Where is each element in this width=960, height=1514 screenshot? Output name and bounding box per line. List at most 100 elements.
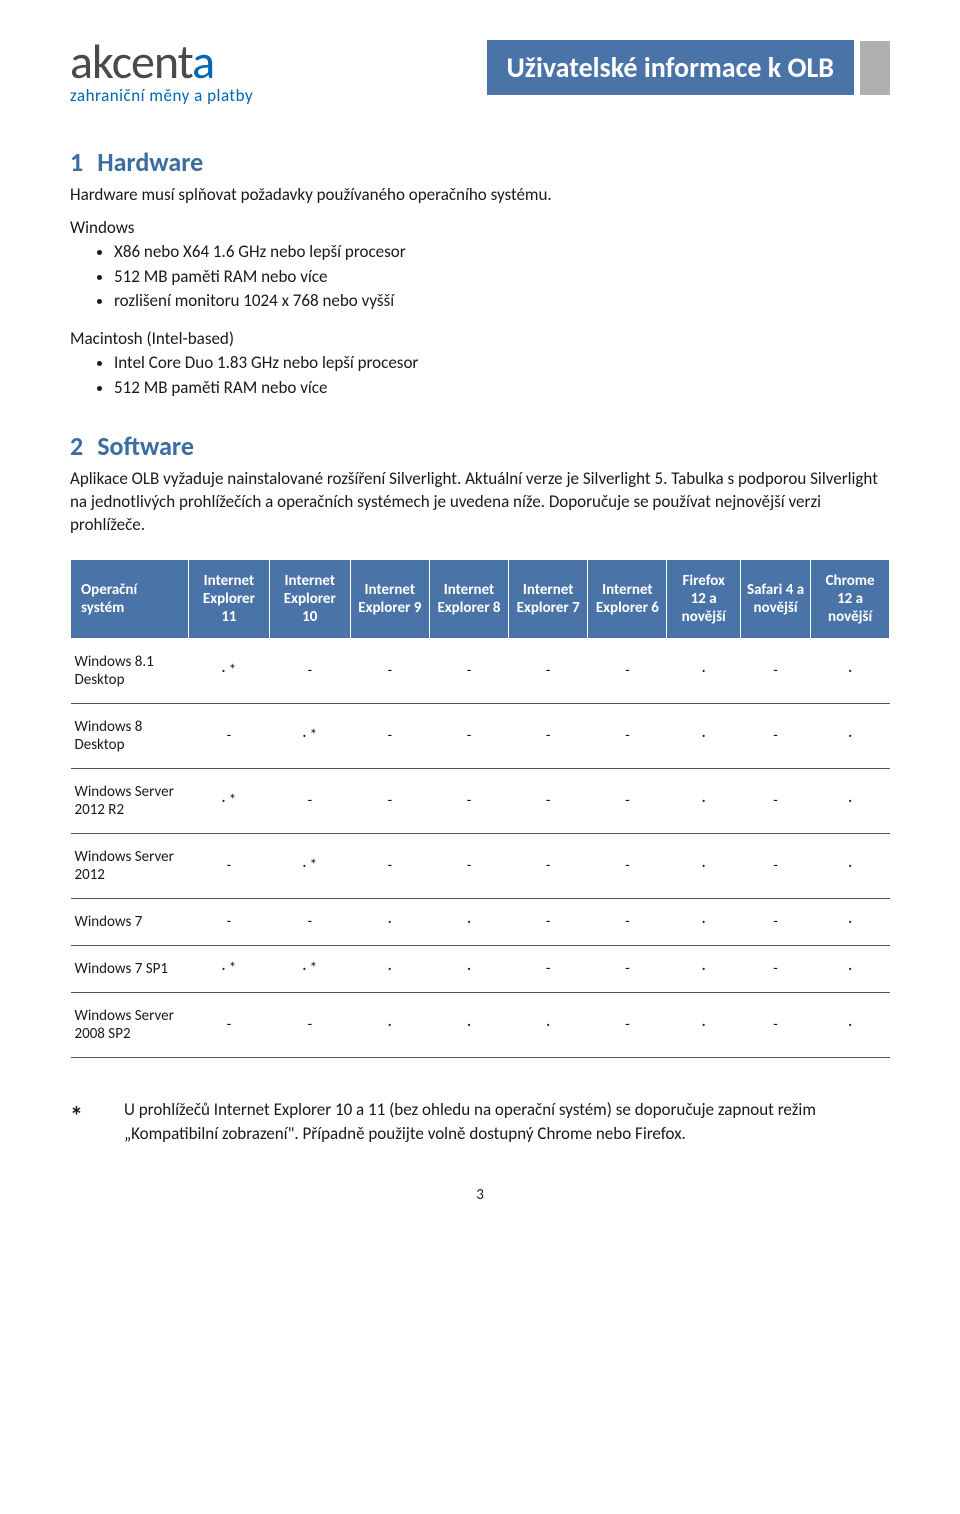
list-item: Intel Core Duo 1.83 GHz nebo lepší proce… — [114, 351, 890, 376]
cell: - — [509, 769, 588, 834]
cell: · * — [189, 946, 270, 993]
page-number: 3 — [70, 1186, 890, 1204]
cell: · — [350, 899, 429, 946]
cell: · — [509, 993, 588, 1058]
row-label: Windows 8.1 Desktop — [71, 639, 189, 704]
cell: - — [740, 946, 810, 993]
row-label: Windows Server 2008 SP2 — [71, 993, 189, 1058]
cell: · — [429, 993, 508, 1058]
list-item: 512 MB paměti RAM nebo více — [114, 376, 890, 401]
row-label: Windows Server 2012 — [71, 834, 189, 899]
logo-text: akcenta — [70, 40, 253, 83]
cell: · — [667, 769, 740, 834]
cell: · — [811, 639, 890, 704]
section-2-title: Software — [97, 430, 194, 462]
table-row: Windows 7--··--·-· — [71, 899, 890, 946]
title-bar-wrap: Uživatelské informace k OLB — [487, 40, 890, 95]
col-header: Internet Explorer 9 — [350, 560, 429, 639]
section-2-heading: 2 Software — [70, 430, 890, 462]
col-header: Chrome 12 a novější — [811, 560, 890, 639]
col-header: Internet Explorer 10 — [269, 560, 350, 639]
cell: - — [740, 704, 810, 769]
cell: · — [811, 946, 890, 993]
mac-label: Macintosh (Intel-based) — [70, 328, 890, 349]
cell: · — [429, 946, 508, 993]
table-corner: Operační systém — [71, 560, 189, 639]
cell: · — [811, 834, 890, 899]
cell: - — [189, 993, 270, 1058]
cell: · — [429, 899, 508, 946]
col-header: Internet Explorer 7 — [509, 560, 588, 639]
cell: · — [667, 834, 740, 899]
cell: - — [189, 834, 270, 899]
page-header: akcenta zahraniční měny a platby Uživate… — [70, 40, 890, 106]
cell: · * — [269, 834, 350, 899]
cell: - — [269, 639, 350, 704]
mac-bullets: Intel Core Duo 1.83 GHz nebo lepší proce… — [70, 351, 890, 400]
cell: - — [509, 639, 588, 704]
cell: · * — [189, 769, 270, 834]
row-label: Windows 7 — [71, 899, 189, 946]
cell: - — [588, 769, 667, 834]
col-header: Internet Explorer 6 — [588, 560, 667, 639]
cell: - — [269, 993, 350, 1058]
table-body: Windows 8.1 Desktop· *-----·-·Windows 8 … — [71, 639, 890, 1058]
list-item: rozlišení monitoru 1024 x 768 nebo vyšší — [114, 289, 890, 314]
logo-block: akcenta zahraniční měny a platby — [70, 40, 253, 106]
cell: · — [811, 899, 890, 946]
cell: - — [509, 899, 588, 946]
footnote: * U prohlížečů Internet Explorer 10 a 11… — [70, 1098, 890, 1146]
section-1-num: 1 — [70, 146, 83, 178]
cell: - — [429, 769, 508, 834]
cell: - — [740, 834, 810, 899]
cell: · * — [269, 946, 350, 993]
windows-bullets: X86 nebo X64 1.6 GHz nebo lepší procesor… — [70, 240, 890, 314]
list-item: 512 MB paměti RAM nebo více — [114, 265, 890, 290]
cell: · — [667, 946, 740, 993]
cell: · — [811, 769, 890, 834]
cell: · * — [189, 639, 270, 704]
cell: · — [811, 993, 890, 1058]
col-header: Internet Explorer 11 — [189, 560, 270, 639]
cell: - — [269, 769, 350, 834]
cell: · — [350, 946, 429, 993]
col-header: Internet Explorer 8 — [429, 560, 508, 639]
cell: · — [350, 993, 429, 1058]
cell: - — [588, 899, 667, 946]
table-row: Windows Server 2008 SP2--···-·-· — [71, 993, 890, 1058]
document-page: akcenta zahraniční měny a platby Uživate… — [0, 0, 960, 1254]
table-row: Windows 7 SP1· *· *··--·-· — [71, 946, 890, 993]
cell: - — [588, 639, 667, 704]
section-2-num: 2 — [70, 430, 83, 462]
section-1-title: Hardware — [97, 146, 203, 178]
col-header: Safari 4 a novější — [740, 560, 810, 639]
cell: · — [667, 899, 740, 946]
title-tab-decor — [860, 41, 890, 95]
cell: - — [740, 993, 810, 1058]
cell: - — [740, 769, 810, 834]
cell: · — [811, 704, 890, 769]
cell: - — [189, 899, 270, 946]
logo-main-dark: akcent — [70, 32, 192, 91]
logo-subtitle: zahraniční měny a platby — [70, 85, 253, 106]
cell: · — [667, 993, 740, 1058]
cell: - — [740, 899, 810, 946]
windows-label: Windows — [70, 217, 890, 238]
logo-main-accent: a — [192, 32, 214, 91]
section-2-intro: Aplikace OLB vyžaduje nainstalované rozš… — [70, 468, 890, 537]
cell: - — [588, 704, 667, 769]
table-row: Windows 8 Desktop-· *----·-· — [71, 704, 890, 769]
section-1-intro: Hardware musí splňovat požadavky používa… — [70, 184, 890, 207]
cell: - — [429, 834, 508, 899]
cell: - — [588, 834, 667, 899]
cell: - — [350, 769, 429, 834]
cell: - — [429, 704, 508, 769]
col-header: Firefox 12 a novější — [667, 560, 740, 639]
row-label: Windows 8 Desktop — [71, 704, 189, 769]
table-head-row: Operační systém Internet Explorer 11 Int… — [71, 560, 890, 639]
cell: - — [189, 704, 270, 769]
row-label: Windows 7 SP1 — [71, 946, 189, 993]
title-bar: Uživatelské informace k OLB — [487, 40, 854, 95]
cell: · * — [269, 704, 350, 769]
cell: - — [350, 639, 429, 704]
